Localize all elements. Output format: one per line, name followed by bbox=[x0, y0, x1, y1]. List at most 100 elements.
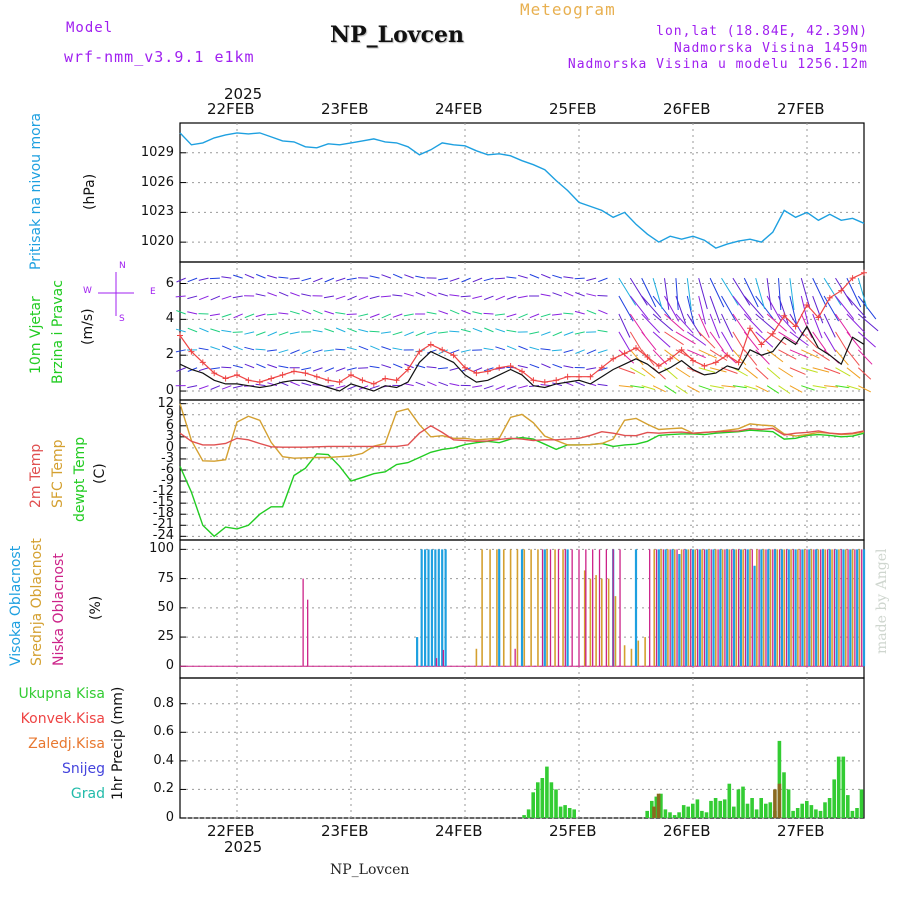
precip-bar bbox=[563, 805, 567, 818]
wind-gust-point bbox=[416, 348, 423, 355]
wind-vector bbox=[597, 367, 608, 372]
wind-vector bbox=[461, 309, 471, 315]
y-tick-label: 0.4 bbox=[153, 752, 174, 768]
model-label: Model bbox=[66, 20, 114, 36]
precip-bar bbox=[814, 809, 818, 818]
wind-vector bbox=[641, 313, 660, 334]
wind-vector bbox=[289, 331, 300, 335]
page-title: NP_Lovcen bbox=[330, 22, 464, 48]
wind-vector bbox=[709, 367, 727, 373]
wind-vector bbox=[198, 277, 209, 281]
wind-vector bbox=[187, 385, 198, 389]
wind-vector bbox=[540, 313, 551, 318]
wind-vector bbox=[335, 348, 346, 351]
wind-vector bbox=[529, 346, 540, 351]
precip-bar bbox=[652, 806, 656, 818]
wind-vector bbox=[551, 313, 562, 316]
wind-vector bbox=[835, 277, 853, 306]
wind-gust-point bbox=[199, 359, 206, 366]
wind-vector bbox=[232, 385, 243, 389]
wind-vector bbox=[789, 278, 795, 310]
wind-vector bbox=[552, 363, 563, 369]
wind-vector bbox=[484, 327, 494, 333]
wind-vector bbox=[652, 277, 663, 309]
wind-vector bbox=[529, 331, 540, 335]
panel-frame bbox=[179, 122, 865, 263]
wind-vector bbox=[278, 291, 289, 297]
wind-vector bbox=[209, 367, 220, 370]
model-elevation-label: Nadmorska Visina u modelu 1256.12m bbox=[567, 57, 868, 72]
wind-vector bbox=[675, 385, 688, 394]
wind-gust-point bbox=[496, 364, 503, 371]
y-tick-label: -24 bbox=[152, 528, 174, 544]
wind-vector bbox=[529, 273, 540, 279]
wind-vector bbox=[586, 277, 597, 282]
wind-vector bbox=[618, 331, 631, 353]
wind-gust-point bbox=[256, 379, 263, 386]
wind-vector bbox=[233, 313, 243, 319]
wind-vector bbox=[586, 293, 597, 297]
wind-vector bbox=[801, 385, 815, 391]
wind-key-s: S bbox=[119, 314, 125, 324]
wind-vector bbox=[597, 383, 608, 387]
date-label: 23FEB bbox=[321, 100, 369, 118]
wind-gust-point bbox=[621, 350, 628, 357]
precip-bar bbox=[695, 799, 700, 818]
wind-vector bbox=[664, 331, 684, 346]
wind-vector bbox=[346, 313, 357, 315]
wind-vector bbox=[301, 277, 312, 282]
wind-vector bbox=[233, 274, 243, 279]
wind-vector bbox=[641, 367, 656, 379]
precip-bar bbox=[850, 810, 855, 818]
wind-vector bbox=[370, 345, 380, 351]
precip-bar bbox=[732, 806, 736, 818]
wind-vector bbox=[743, 367, 758, 379]
precip-bar bbox=[791, 810, 795, 818]
wind-vector bbox=[347, 385, 357, 390]
wind-vector bbox=[255, 331, 266, 336]
precip-bar bbox=[526, 809, 531, 818]
wind-vector bbox=[801, 367, 818, 373]
wind-vector bbox=[289, 277, 300, 280]
wind-vector bbox=[404, 331, 414, 337]
wind-vector bbox=[403, 313, 414, 317]
pressure-line bbox=[179, 132, 865, 249]
wind-vector bbox=[301, 367, 312, 371]
wind-vector bbox=[846, 367, 861, 379]
wind-vector bbox=[812, 349, 830, 362]
wind-vector bbox=[721, 331, 734, 353]
wind-vector bbox=[369, 313, 380, 318]
wind-vector bbox=[801, 349, 820, 359]
wind-gust-point bbox=[724, 352, 731, 359]
precip-bar bbox=[832, 779, 836, 818]
wind-vector bbox=[369, 295, 380, 300]
wind-vector bbox=[221, 329, 232, 333]
wind-vector bbox=[415, 291, 426, 297]
wind-vector bbox=[586, 309, 597, 315]
wind-vector bbox=[460, 349, 471, 353]
date-label: 27FEB bbox=[777, 100, 825, 118]
wind-vector bbox=[404, 363, 414, 369]
wind-vector bbox=[426, 366, 437, 369]
y-tick-label: 2 bbox=[165, 347, 174, 363]
wind-gust-point bbox=[667, 355, 674, 362]
wind-vector bbox=[552, 292, 563, 297]
wind-vector bbox=[495, 385, 506, 390]
wind-vector bbox=[541, 363, 551, 369]
wind-vector bbox=[846, 349, 860, 366]
wind-vector bbox=[369, 385, 380, 390]
wind-gust-point bbox=[325, 377, 332, 384]
wind-vector bbox=[449, 367, 460, 371]
precip-conv-label: Konvek.Kisa bbox=[20, 711, 105, 727]
precip-bar bbox=[768, 802, 773, 818]
precip-frozen-label: Zaledj.Kisa bbox=[28, 736, 105, 752]
precip-bar bbox=[795, 808, 800, 818]
wind-vector bbox=[335, 312, 346, 315]
wind-vector bbox=[278, 349, 289, 354]
wind-vector bbox=[698, 349, 718, 359]
wind-vector bbox=[415, 275, 426, 279]
wind-vector bbox=[506, 345, 517, 351]
wind-gust-point bbox=[188, 348, 195, 355]
precip-bar bbox=[736, 789, 741, 818]
wind-vector bbox=[438, 292, 449, 297]
